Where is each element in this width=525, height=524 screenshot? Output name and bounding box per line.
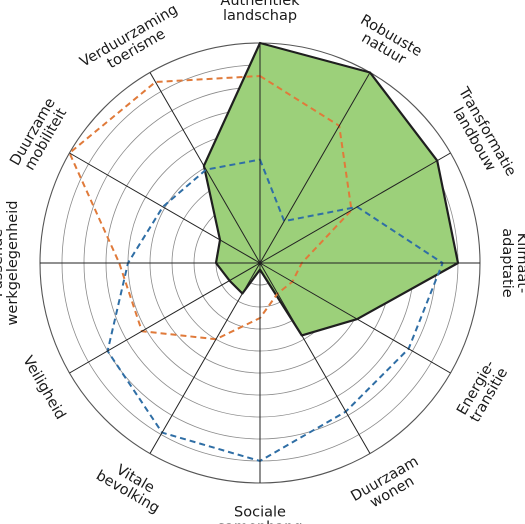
- axis-label-line: Sociale: [234, 505, 286, 521]
- axis-spoke: [259, 262, 451, 374]
- axis-label: Energie-transitie: [454, 358, 511, 426]
- axis-label: Socialesamenhang: [217, 505, 302, 524]
- axis-spoke: [149, 262, 261, 454]
- axis-spoke: [149, 72, 261, 264]
- axis-label-line: Klimaat-: [514, 233, 525, 293]
- axis-label-line: adaptatie: [499, 228, 515, 297]
- axis-label-line: samenhang: [217, 520, 302, 524]
- axis-label-line: Authentiek: [220, 0, 300, 9]
- radar-series: [68, 41, 460, 462]
- axis-label-line: landschap: [223, 8, 297, 24]
- axis-spoke: [259, 72, 371, 264]
- axis-label-line: werkgelegenheid: [5, 201, 21, 326]
- axis-label: Veiligheid: [19, 353, 68, 422]
- axis-spoke: [259, 152, 451, 264]
- axis-spoke: [69, 262, 261, 374]
- axis-label-line: Veiligheid: [19, 353, 68, 422]
- series-area: [202, 41, 460, 337]
- axis-spoke: [259, 262, 371, 454]
- axis-label: Passende werkgelegenheid: [0, 201, 21, 326]
- radar-spokes: [40, 43, 480, 483]
- axis-label: Klimaat-adaptatie: [499, 228, 525, 297]
- axis-label-line: Passende: [0, 229, 6, 297]
- axis-spoke: [69, 152, 261, 264]
